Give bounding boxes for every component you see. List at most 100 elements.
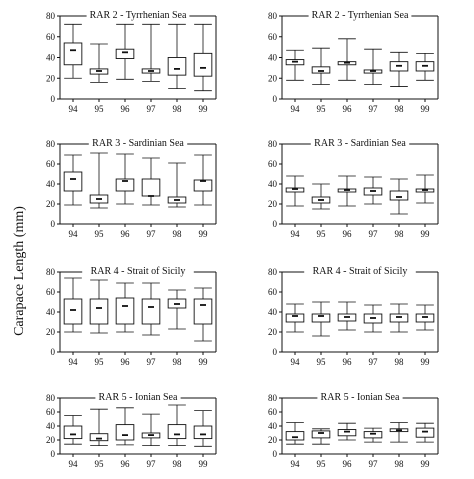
box-plot: [193, 410, 213, 447]
y-tick-label: 60: [46, 159, 56, 169]
box-iqr: [89, 298, 109, 325]
x-tick-label: 95: [95, 357, 105, 367]
y-tick-label: 0: [273, 449, 278, 459]
x-tick-label: 96: [343, 229, 353, 239]
y-tick-label: 80: [46, 393, 56, 403]
box-plot: [193, 287, 213, 342]
box-plot: [141, 157, 161, 206]
x-tick-label: 96: [343, 104, 353, 114]
y-tick-label: 20: [46, 327, 56, 337]
y-tick-label: 0: [273, 94, 278, 104]
box-iqr: [311, 430, 331, 439]
y-axis-label: Carapace Length (mm): [12, 206, 27, 336]
box-plot: [115, 23, 135, 80]
y-tick-label: 80: [268, 11, 278, 21]
x-tick-label: 98: [395, 357, 405, 367]
y-tick-label: 60: [268, 32, 278, 42]
y-tick-label: 20: [268, 199, 278, 209]
x-tick-label: 94: [69, 229, 79, 239]
x-tick-label: 95: [95, 229, 105, 239]
chart-panel: RAR 2 - Tyrrhenian Sea 0 20 40 60 80 94 95 96 97 9…: [268, 10, 439, 114]
y-tick-label: 60: [46, 287, 56, 297]
x-tick-label: 99: [421, 104, 431, 114]
x-tick-label: 95: [317, 229, 327, 239]
box-iqr: [337, 429, 357, 437]
box-plot: [63, 277, 83, 333]
y-tick-label: 40: [46, 53, 56, 63]
box-plot: [141, 413, 161, 447]
box-iqr: [89, 433, 109, 442]
chart-panel: RAR 2 - Tyrrhenian Sea 0 20 40 60 80 94 95 96 97 9…: [46, 10, 217, 114]
x-tick-label: 98: [395, 459, 405, 469]
chart-title: RAR 3 - Sardinian Sea: [314, 138, 406, 149]
box-plot: [63, 23, 83, 79]
x-tick-label: 98: [173, 229, 183, 239]
box-plot: [141, 282, 161, 336]
box-plot: [389, 178, 409, 215]
y-tick-label: 80: [46, 11, 56, 21]
box-plot: [337, 38, 357, 81]
x-tick-label: 95: [95, 459, 105, 469]
y-tick-label: 20: [46, 199, 56, 209]
box-plot: [63, 415, 83, 445]
x-tick-label: 99: [199, 229, 209, 239]
chart-title: RAR 5 - Ionian Sea: [99, 392, 178, 403]
chart-panel: RAR 4 - Strait of Sicily 0 20 40 60 80 94 95 96 9…: [46, 266, 217, 367]
x-tick-label: 96: [121, 229, 131, 239]
x-tick-label: 94: [291, 229, 301, 239]
box-plot: [89, 408, 109, 447]
chart-panel: RAR 5 - Ionian Sea 0 20 40 60 80 94 95 96 97 98 99: [46, 392, 217, 469]
box-plot: [337, 301, 357, 331]
box-iqr: [285, 187, 305, 193]
x-tick-label: 94: [291, 104, 301, 114]
x-tick-label: 96: [121, 459, 131, 469]
x-tick-label: 97: [369, 459, 379, 469]
box-plot: [363, 48, 383, 85]
y-tick-label: 60: [268, 407, 278, 417]
box-iqr: [193, 52, 213, 77]
box-iqr: [63, 171, 83, 192]
x-tick-label: 94: [291, 459, 301, 469]
x-tick-label: 97: [147, 104, 157, 114]
box-iqr: [115, 48, 135, 59]
y-tick-label: 80: [46, 139, 56, 149]
box-plot: [89, 279, 109, 334]
chart-title: RAR 2 - Tyrrhenian Sea: [312, 10, 409, 21]
chart-title: RAR 4 - Strait of Sicily: [313, 266, 408, 277]
box-plot: [63, 154, 83, 206]
box-plot: [167, 289, 187, 330]
box-plot: [337, 422, 357, 441]
x-tick-label: 97: [369, 104, 379, 114]
y-tick-label: 40: [46, 179, 56, 189]
box-plot: [285, 175, 305, 207]
box-plot: [89, 43, 109, 83]
x-tick-label: 97: [369, 357, 379, 367]
chart-panel: RAR 3 - Sardinian Sea 0 20 40 60 80 94 95 96 97 98…: [46, 138, 217, 239]
x-tick-label: 98: [395, 104, 405, 114]
y-tick-label: 40: [46, 307, 56, 317]
y-tick-label: 40: [268, 421, 278, 431]
y-tick-label: 60: [268, 159, 278, 169]
box-plot: [285, 303, 305, 333]
box-plot: [167, 23, 187, 90]
box-plot: [389, 51, 409, 87]
box-iqr: [389, 313, 409, 323]
x-tick-label: 94: [69, 104, 79, 114]
box-plot: [415, 422, 435, 443]
box-plot: [363, 304, 383, 333]
x-tick-label: 95: [317, 357, 327, 367]
box-iqr: [167, 57, 187, 76]
box-iqr: [389, 190, 409, 201]
y-tick-label: 0: [51, 94, 56, 104]
x-tick-label: 98: [395, 229, 405, 239]
x-tick-label: 96: [343, 357, 353, 367]
chart-panel: RAR 5 - Ionian Sea 0 20 40 60 80 94 95 96 97 98 99: [268, 392, 439, 469]
box-iqr: [193, 298, 213, 325]
x-tick-label: 94: [69, 357, 79, 367]
x-tick-label: 99: [421, 357, 431, 367]
y-tick-label: 40: [268, 307, 278, 317]
box-iqr: [115, 297, 135, 325]
box-iqr: [193, 425, 213, 440]
box-plot: [89, 152, 109, 209]
box-plot: [285, 49, 305, 81]
